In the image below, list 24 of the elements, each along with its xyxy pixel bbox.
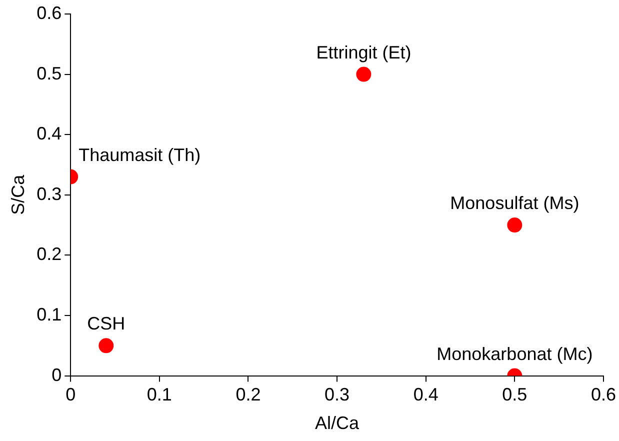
- y-tick-label: 0.3: [36, 184, 62, 204]
- point: [98, 338, 114, 354]
- annotation: Ettringit (Et): [316, 42, 412, 62]
- x-tick-label: 0.5: [502, 384, 528, 405]
- y-tick-label: 0.6: [36, 2, 62, 23]
- point: [507, 218, 522, 233]
- x-tick-label: 0.4: [413, 384, 438, 405]
- x-tick-label: 0: [66, 384, 76, 405]
- x-tick-label: 0.3: [324, 384, 350, 405]
- y-axis-title: S/Ca: [8, 174, 28, 215]
- annotation: Monokarbonat (Mc): [436, 344, 593, 364]
- point: [356, 66, 372, 82]
- y-tick-label: 0.1: [36, 304, 62, 324]
- annotation: Monosulfat (Ms): [450, 193, 580, 214]
- x-tick-label: 0.6: [590, 384, 616, 405]
- x-axis-title: Al/Ca: [315, 413, 360, 434]
- x-tick-label: 0.2: [236, 384, 261, 405]
- y-tick-label: 0.5: [36, 63, 62, 84]
- x-tick-label: 0.1: [146, 384, 172, 405]
- y-tick-label: 0: [52, 364, 62, 385]
- annotation: CSH: [87, 314, 126, 334]
- y-tick-label: 0.4: [36, 124, 62, 144]
- y-tick-label: 0.2: [36, 244, 62, 264]
- annotation: Thaumasit (Th): [78, 144, 201, 165]
